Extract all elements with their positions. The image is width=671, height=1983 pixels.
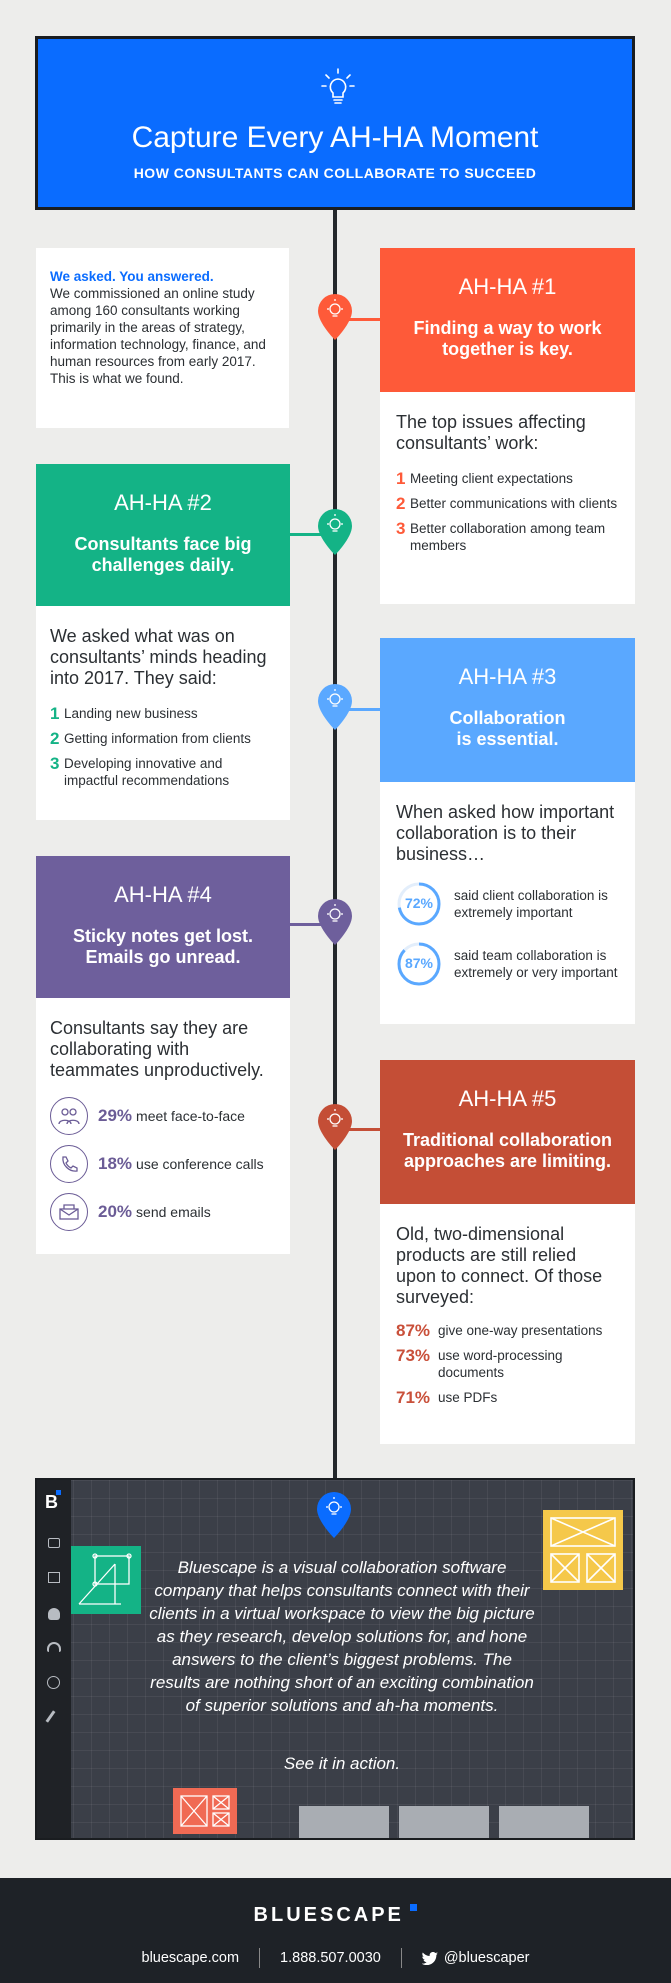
image-placeholder-card-small[interactable] [173,1788,237,1834]
connector-ahha2 [290,533,336,536]
ahha1-card: The top issues affecting consultants’ wo… [380,392,635,604]
divider [259,1948,261,1968]
lightbulb-pin-icon [318,899,352,945]
upload-icon[interactable] [48,1572,60,1583]
lightbulb-pin-icon [318,1104,352,1150]
cloud-icon[interactable] [47,1642,61,1652]
ahha5-card: Old, two-dimensional products are still … [380,1204,635,1444]
twitter-icon [421,1951,438,1965]
stat-word-processing: 73% use word-processing documents [396,1346,563,1380]
ahha2-headline: Consultants face big challenges daily. [74,534,252,575]
bluescape-workspace-promo: B Bluescape is a visual collaboration so… [35,1478,635,1840]
workspace-tile[interactable] [299,1806,389,1838]
ahha5-intro: Old, two-dimensional products are still … [396,1224,603,1307]
people-icon [50,1097,88,1135]
stat-client-collaboration: 72% said client collaboration is extreme… [396,881,619,927]
stat-conference-calls: 18% use conference calls [50,1145,276,1183]
connector-ahha1 [336,318,380,321]
ahha5-number: AH-HA #5 [458,1086,557,1111]
promo-text: Bluescape is a visual collaboration soft… [149,1558,535,1715]
diagram-sticky-card[interactable] [71,1546,141,1614]
lightbulb-pin-icon [318,509,352,555]
logo-accent [56,1490,61,1495]
list-item: 1 Landing new business [50,704,198,723]
ahha2-number: AH-HA #2 [114,490,212,515]
android-icon[interactable] [48,1608,60,1620]
intro-lead: We asked. You answered. [50,269,214,284]
list-item: 2 Better communications with clients [396,494,618,513]
workspace-tile[interactable] [399,1806,489,1838]
ahha1-headline: Finding a way to work together is key. [413,318,602,359]
ahha4-header: AH-HA #4 Sticky notes get lost. Emails g… [36,856,290,998]
lightbulb-pin-icon [318,684,352,730]
progress-ring: 72% [396,881,442,927]
ahha4-headline: Sticky notes get lost. Emails go unread. [72,926,254,967]
ahha3-headline: Collaboration is essential. [449,708,566,749]
ahha3-intro: When asked how important collaboration i… [396,802,615,864]
ahha2-header: AH-HA #2 Consultants face big challenges… [36,464,290,606]
ahha3-header: AH-HA #3 Collaboration is essential. [380,638,635,782]
list-item: 2 Getting information from clients [50,729,251,748]
page-subtitle: HOW CONSULTANTS CAN COLLABORATE TO SUCCE… [133,165,537,181]
image-placeholder-card[interactable] [543,1510,623,1590]
ahha2-card: We asked what was on consultants’ minds … [36,606,290,820]
pen-icon[interactable] [45,1710,56,1723]
ahha3-card: When asked how important collaboration i… [380,782,635,1024]
email-icon [50,1193,88,1231]
connector-ahha4 [290,923,336,926]
ahha1-number: AH-HA #1 [458,274,557,299]
ahha2-list: 1 Landing new business 2 Getting informati… [50,705,276,789]
footer-contacts: bluescape.com 1.888.507.0030 @bluescaper [0,1948,671,1968]
see-it-in-action-link[interactable]: See it in action. [283,1754,401,1773]
ahha4-number: AH-HA #4 [114,882,212,907]
ahha5-headline: Traditional collaboration approaches are… [402,1130,613,1171]
ahha3-number: AH-HA #3 [458,664,557,689]
stat-pdfs: 71% use PDFs [396,1388,498,1407]
workspace-toolbar: B [37,1480,71,1838]
globe-icon[interactable] [47,1676,60,1689]
intro-card: We asked. You answered. We commissioned … [36,248,289,428]
timeline-line [333,210,337,1480]
progress-ring: 87% [396,941,442,987]
lightbulb-pin-icon [317,1492,351,1538]
website-link[interactable]: bluescape.com [141,1950,240,1966]
ahha4-card: Consultants say they are collaborating w… [36,998,290,1254]
footer-brand: BLUESCAPE [0,1904,671,1927]
list-item: 3 Developing innovative and impactful rec… [50,754,230,788]
workspace-tile[interactable] [499,1806,589,1838]
twitter-handle[interactable]: @bluescaper [443,1950,530,1966]
ahha2-intro: We asked what was on consultants’ minds … [50,626,267,688]
ahha5-header: AH-HA #5 Traditional collaboration appro… [380,1060,635,1204]
stat-team-collaboration: 87% said team collaboration is extremely… [396,941,619,987]
page-title: Capture Every AH-HA Moment [131,121,539,154]
footer: BLUESCAPE bluescape.com 1.888.507.0030 @… [0,1878,671,1983]
brand-accent [410,1904,418,1911]
connector-ahha3 [336,708,380,711]
lightbulb-icon [321,68,355,104]
bluescape-logo: B [45,1492,58,1512]
list-item: 3 Better collaboration among team members [396,519,606,553]
divider [400,1948,402,1968]
stat-emails: 20% send emails [50,1193,276,1231]
stat-presentations: 87% give one-way presentations [396,1321,603,1340]
stat-face-to-face: 29% meet face-to-face [50,1097,276,1135]
comment-icon[interactable] [48,1538,60,1548]
phone-number[interactable]: 1.888.507.0030 [280,1950,381,1966]
list-item: 1 Meeting client expectations [396,469,573,488]
header-banner: Capture Every AH-HA Moment HOW CONSULTAN… [35,36,635,210]
lightbulb-pin-icon [318,294,352,340]
intro-body: We commissioned an online study among 16… [50,286,266,386]
ahha1-header: AH-HA #1 Finding a way to work together … [380,248,635,392]
ahha1-intro: The top issues affecting consultants’ wo… [396,412,586,453]
ahha1-list: 1 Meeting client expectations 2 Better com… [396,470,619,554]
ahha4-intro: Consultants say they are collaborating w… [50,1018,264,1080]
phone-icon [50,1145,88,1183]
connector-ahha5 [336,1128,380,1131]
